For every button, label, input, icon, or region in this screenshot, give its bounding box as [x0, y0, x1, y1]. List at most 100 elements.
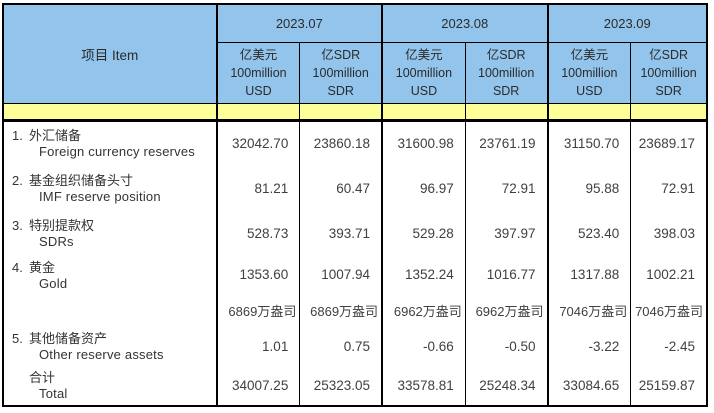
- row-label: 1. 外汇储备 Foreign currency reserves: [3, 120, 217, 166]
- foreign-reserves-table: 项目 Item 2023.07 2023.08 2023.09 亿美元 100m…: [2, 3, 708, 407]
- table-row-other-reserve-assets: 5. 其他储备资产 Other reserve assets 1.01 0.75 …: [3, 327, 707, 366]
- table-row-sdrs: 3. 特别提款权 SDRs 528.73 393.71 529.28 397.97…: [3, 211, 707, 256]
- value-cell: 529.28: [381, 211, 466, 256]
- value-cell: 1352.24: [381, 256, 466, 293]
- separator-cell: [3, 102, 217, 122]
- value-cell: -0.66: [381, 327, 466, 366]
- month-header-2023-09: 2023.09: [546, 4, 707, 43]
- separator-cell: [381, 102, 466, 122]
- value-cell-ounces: 6962万盎司: [381, 293, 466, 327]
- row-label-zh: 合计: [29, 369, 56, 385]
- value-cell: 0.75: [299, 327, 383, 366]
- value-cell: 34007.25: [215, 366, 300, 406]
- row-label-line1: 合计: [12, 370, 216, 386]
- table-row-imf-reserve-position: 2. 基金组织储备头寸 IMF reserve position 81.21 60…: [3, 166, 707, 211]
- table-row-gold-ounces: 6869万盎司 6869万盎司 6962万盎司 6962万盎司 7046万盎司 …: [3, 293, 707, 327]
- value-cell-ounces: 7046万盎司: [630, 293, 707, 327]
- row-label: 4. 黄金 Gold: [3, 256, 217, 327]
- unit-header-sdr-jul: 亿SDR 100million SDR: [299, 42, 383, 103]
- unit-header-usd-sep: 亿美元 100million USD: [546, 42, 631, 103]
- row-label-zh: 基金组织储备头寸: [29, 172, 134, 188]
- value-cell-ounces: 7046万盎司: [546, 293, 631, 327]
- row-label-zh: 其他储备资产: [29, 330, 108, 346]
- header-units-row: 亿美元 100million USD 亿SDR 100million SDR 亿…: [3, 42, 707, 103]
- unit-header-sdr-sep: 亿SDR 100million SDR: [630, 42, 707, 103]
- value-cell: 31150.70: [546, 120, 631, 166]
- value-cell-ounces: 6869万盎司: [215, 293, 300, 327]
- unit-header-sdr-aug: 亿SDR 100million SDR: [464, 42, 548, 103]
- header-months-row: 项目 Item 2023.07 2023.08 2023.09: [3, 4, 707, 103]
- row-label: 合计 Total: [3, 366, 217, 406]
- row-label: 5. 其他储备资产 Other reserve assets: [3, 327, 217, 366]
- separator-cell: [215, 102, 300, 122]
- row-label-en: Gold: [39, 276, 68, 291]
- row-label-line1: 5. 其他储备资产: [12, 331, 216, 347]
- value-cell: 96.97: [381, 166, 466, 211]
- value-cell: 397.97: [464, 211, 548, 256]
- value-cell: 81.21: [215, 166, 300, 211]
- table-row-gold: 4. 黄金 Gold 1353.60 1007.94 1352.24 1016.7…: [3, 256, 707, 293]
- row-label-line1: 1. 外汇储备: [12, 128, 216, 144]
- row-label: 2. 基金组织储备头寸 IMF reserve position: [3, 166, 217, 211]
- separator-cell: [630, 102, 707, 122]
- row-label: 3. 特别提款权 SDRs: [3, 211, 217, 256]
- value-cell: 25248.34: [464, 366, 548, 406]
- value-cell: -3.22: [546, 327, 631, 366]
- value-cell: -0.50: [464, 327, 548, 366]
- value-cell: 33578.81: [381, 366, 466, 406]
- row-label-line1: 4. 黄金: [12, 260, 216, 276]
- value-cell: 33084.65: [546, 366, 631, 406]
- value-cell: 32042.70: [215, 120, 300, 166]
- row-label-line1: 3. 特别提款权: [12, 218, 216, 234]
- row-label-en: SDRs: [39, 233, 74, 249]
- row-label-zh: 外汇储备: [29, 127, 82, 143]
- row-label-zh: 黄金: [29, 260, 56, 275]
- value-cell: 393.71: [299, 211, 383, 256]
- table-row-foreign-currency-reserves: 1. 外汇储备 Foreign currency reserves 32042.7…: [3, 120, 707, 166]
- row-number: 4.: [12, 260, 23, 275]
- row-number: 1.: [12, 127, 23, 143]
- row-number: 2.: [12, 172, 23, 188]
- value-cell: 72.91: [630, 166, 707, 211]
- separator-cell: [546, 102, 631, 122]
- value-cell: 95.88: [546, 166, 631, 211]
- value-cell: 23689.17: [630, 120, 707, 166]
- row-label-en: Foreign currency reserves: [39, 143, 195, 159]
- value-cell: 398.03: [630, 211, 707, 256]
- item-column-header: 项目 Item: [3, 4, 217, 103]
- value-cell: 72.91: [464, 166, 548, 211]
- value-cell-ounces: 6962万盎司: [464, 293, 548, 327]
- value-cell: -2.45: [630, 327, 707, 366]
- value-cell: 1007.94: [299, 256, 383, 293]
- value-cell: 23761.19: [464, 120, 548, 166]
- value-cell: 1016.77: [464, 256, 548, 293]
- row-label-en: IMF reserve position: [39, 188, 161, 204]
- value-cell: 60.47: [299, 166, 383, 211]
- value-cell-ounces: 6869万盎司: [299, 293, 383, 327]
- unit-header-usd-jul: 亿美元 100million USD: [215, 42, 300, 103]
- separator-cell: [299, 102, 383, 122]
- row-label-en: Other reserve assets: [39, 346, 164, 362]
- row-label-zh: 特别提款权: [29, 217, 95, 233]
- value-cell: 31600.98: [381, 120, 466, 166]
- month-header-2023-08: 2023.08: [381, 4, 548, 43]
- separator-cell: [464, 102, 548, 122]
- value-cell: 523.40: [546, 211, 631, 256]
- value-cell: 528.73: [215, 211, 300, 256]
- unit-header-usd-aug: 亿美元 100million USD: [381, 42, 466, 103]
- value-cell: 23860.18: [299, 120, 383, 166]
- separator-band-row: [3, 102, 707, 122]
- table-row-total: 合计 Total 34007.25 25323.05 33578.81 2524…: [3, 366, 707, 406]
- row-label-en: Total: [39, 385, 68, 401]
- foreign-reserves-table-wrapper: 项目 Item 2023.07 2023.08 2023.09 亿美元 100m…: [2, 3, 708, 407]
- value-cell: 1353.60: [215, 256, 300, 293]
- value-cell: 1.01: [215, 327, 300, 366]
- value-cell: 1002.21: [630, 256, 707, 293]
- value-cell: 25159.87: [630, 366, 707, 406]
- value-cell: 1317.88: [546, 256, 631, 293]
- month-header-2023-07: 2023.07: [215, 4, 383, 43]
- row-number: 5.: [12, 330, 23, 346]
- row-number: 3.: [12, 217, 23, 233]
- value-cell: 25323.05: [299, 366, 383, 406]
- row-label-line1: 2. 基金组织储备头寸: [12, 173, 216, 189]
